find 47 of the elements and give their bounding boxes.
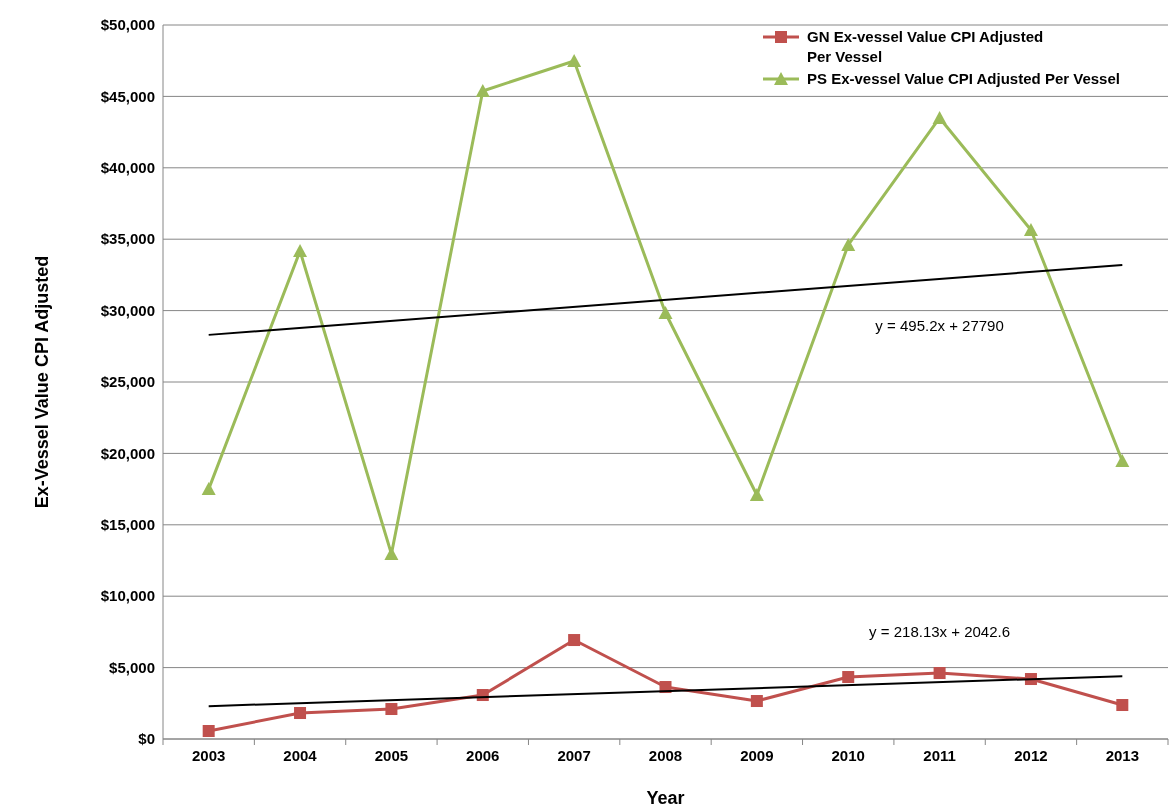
y-tick-label: $15,000 — [100, 516, 155, 534]
legend-label: GN Ex-vessel Value CPI Adjusted Per Vessel — [807, 28, 1044, 66]
point — [1116, 699, 1129, 712]
x-tick-label: 2010 — [831, 747, 865, 764]
point — [294, 707, 307, 720]
point — [384, 546, 399, 560]
x-axis-title: Year — [646, 788, 685, 808]
point — [201, 482, 216, 496]
point — [475, 83, 490, 97]
y-tick-label: $5,000 — [109, 658, 155, 676]
x-tick-label: 2013 — [1105, 747, 1140, 764]
y-tick-label: $0 — [138, 730, 155, 748]
point — [841, 237, 856, 251]
y-tick-label: $35,000 — [100, 230, 155, 248]
point — [293, 244, 308, 258]
y-axis-title: Ex-Vessel Value CPI Adjusted — [32, 255, 52, 509]
x-tick-label: 2011 — [923, 747, 956, 764]
point — [202, 725, 215, 737]
point — [568, 634, 581, 647]
point — [842, 671, 855, 684]
legend-label: PS Ex-vessel Value CPI Adjusted Per Vessel — [807, 70, 1120, 88]
x-tick-label: 2012 — [1014, 747, 1048, 764]
point — [567, 53, 582, 67]
y-tick-label: $25,000 — [100, 373, 155, 391]
y-tick-label: $10,000 — [100, 587, 155, 605]
x-tick-label: 2009 — [740, 747, 774, 764]
x-tick-label: 2003 — [191, 747, 226, 764]
y-tick-label: $45,000 — [100, 87, 155, 105]
point — [749, 487, 764, 501]
point — [1023, 223, 1038, 237]
x-tick-label: 2007 — [557, 747, 591, 764]
y-tick-label: $20,000 — [100, 444, 155, 462]
y-tick-label: $30,000 — [100, 301, 155, 319]
x-tick-label: 2008 — [648, 747, 683, 764]
point — [385, 703, 398, 716]
point — [1115, 453, 1130, 467]
annotation: y = 495.2x + 27790 — [875, 316, 1004, 334]
x-tick-label: 2006 — [466, 747, 500, 764]
y-tick-label: $50,000 — [100, 16, 155, 34]
point — [932, 110, 947, 124]
x-tick-label: 2005 — [374, 747, 409, 764]
annotation: y = 218.13x + 2042.6 — [869, 623, 1011, 641]
point — [658, 306, 673, 320]
point — [933, 667, 946, 680]
y-tick-label: $40,000 — [100, 159, 155, 177]
x-tick-label: 2004 — [283, 747, 318, 764]
point — [750, 695, 763, 708]
